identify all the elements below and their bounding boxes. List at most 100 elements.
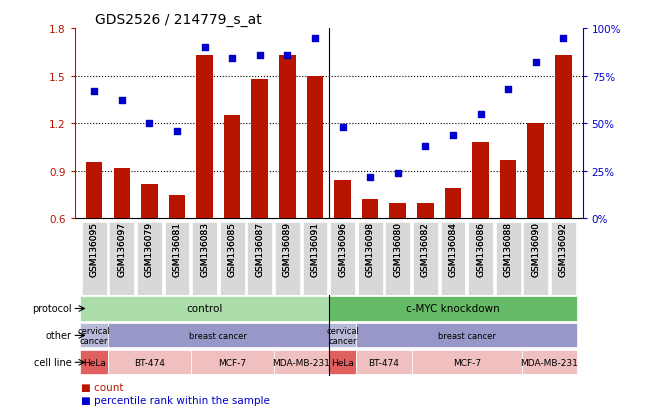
FancyBboxPatch shape [468, 223, 493, 295]
FancyBboxPatch shape [303, 223, 327, 295]
Point [282, 52, 292, 59]
Text: MCF-7: MCF-7 [452, 358, 481, 367]
Text: other: other [46, 330, 72, 341]
Text: GSM136087: GSM136087 [255, 221, 264, 276]
Text: GSM136086: GSM136086 [476, 221, 485, 276]
Text: GSM136084: GSM136084 [449, 221, 458, 276]
FancyBboxPatch shape [109, 223, 134, 295]
FancyBboxPatch shape [273, 350, 329, 375]
FancyBboxPatch shape [356, 323, 577, 348]
Text: GSM136079: GSM136079 [145, 221, 154, 276]
Point [310, 35, 320, 42]
Bar [141, 184, 158, 219]
Text: GSM136087: GSM136087 [255, 221, 264, 276]
Point [199, 45, 210, 51]
FancyBboxPatch shape [80, 297, 329, 321]
FancyBboxPatch shape [108, 323, 329, 348]
Text: GSM136090: GSM136090 [531, 221, 540, 276]
Text: GSM136096: GSM136096 [338, 221, 347, 276]
Text: GSM136080: GSM136080 [393, 221, 402, 276]
Point [420, 143, 430, 150]
FancyBboxPatch shape [330, 223, 355, 295]
Text: protocol: protocol [32, 304, 72, 314]
Text: GSM136095: GSM136095 [90, 221, 99, 276]
Text: cell line: cell line [34, 357, 72, 368]
Text: cervical
cancer: cervical cancer [326, 326, 359, 345]
Text: breast cancer: breast cancer [189, 331, 247, 340]
FancyBboxPatch shape [82, 223, 107, 295]
FancyBboxPatch shape [329, 297, 577, 321]
Bar [113, 169, 130, 219]
Point [531, 60, 541, 66]
FancyBboxPatch shape [220, 223, 245, 295]
Bar [527, 124, 544, 219]
FancyBboxPatch shape [137, 223, 162, 295]
Text: GSM136096: GSM136096 [338, 221, 347, 276]
FancyBboxPatch shape [385, 223, 410, 295]
Bar [417, 204, 434, 219]
FancyBboxPatch shape [358, 223, 383, 295]
Text: GSM136089: GSM136089 [283, 221, 292, 276]
FancyBboxPatch shape [523, 223, 548, 295]
Text: GSM136079: GSM136079 [145, 221, 154, 276]
FancyBboxPatch shape [191, 350, 273, 375]
Point [365, 174, 376, 180]
Bar [307, 76, 324, 219]
Point [117, 98, 127, 104]
FancyBboxPatch shape [192, 223, 217, 295]
Bar [279, 56, 296, 219]
FancyBboxPatch shape [413, 223, 437, 295]
Text: BT-474: BT-474 [368, 358, 399, 367]
Bar [445, 189, 461, 219]
FancyBboxPatch shape [551, 223, 575, 295]
FancyBboxPatch shape [441, 223, 465, 295]
Text: GSM136081: GSM136081 [173, 221, 182, 276]
Point [558, 35, 568, 42]
Text: GSM136098: GSM136098 [366, 221, 374, 276]
FancyBboxPatch shape [247, 223, 272, 295]
Text: GSM136083: GSM136083 [200, 221, 209, 276]
FancyBboxPatch shape [165, 223, 189, 295]
Text: ■ percentile rank within the sample: ■ percentile rank within the sample [81, 395, 270, 405]
FancyBboxPatch shape [329, 350, 356, 375]
Point [503, 86, 514, 93]
Bar [389, 204, 406, 219]
Text: GSM136097: GSM136097 [117, 221, 126, 276]
Bar [169, 196, 186, 219]
FancyBboxPatch shape [495, 223, 521, 295]
Bar [555, 56, 572, 219]
Text: GSM136091: GSM136091 [311, 221, 320, 276]
Text: GSM136085: GSM136085 [228, 221, 237, 276]
Text: c-MYC knockdown: c-MYC knockdown [406, 304, 500, 314]
Bar [362, 200, 378, 219]
Text: GSM136097: GSM136097 [117, 221, 126, 276]
Point [255, 52, 265, 59]
Text: GSM136092: GSM136092 [559, 221, 568, 276]
Text: MDA-MB-231: MDA-MB-231 [272, 358, 330, 367]
FancyBboxPatch shape [411, 350, 522, 375]
Text: GSM136083: GSM136083 [200, 221, 209, 276]
Text: GSM136091: GSM136091 [311, 221, 320, 276]
Bar [472, 143, 489, 219]
Text: GSM136080: GSM136080 [393, 221, 402, 276]
Text: breast cancer: breast cancer [438, 331, 495, 340]
Text: GSM136082: GSM136082 [421, 221, 430, 276]
FancyBboxPatch shape [80, 323, 108, 348]
Bar [224, 116, 240, 219]
Text: GSM136084: GSM136084 [449, 221, 458, 276]
Text: GSM136086: GSM136086 [476, 221, 485, 276]
Text: GSM136098: GSM136098 [366, 221, 374, 276]
Text: GSM136089: GSM136089 [283, 221, 292, 276]
Text: GSM136095: GSM136095 [90, 221, 99, 276]
Point [89, 88, 100, 95]
Bar [86, 163, 102, 219]
Point [172, 128, 182, 135]
Point [144, 121, 154, 127]
Bar [500, 160, 516, 219]
Text: control: control [186, 304, 223, 314]
Point [393, 170, 403, 177]
Text: GSM136088: GSM136088 [504, 221, 512, 276]
Text: HeLa: HeLa [83, 358, 105, 367]
Text: GSM136088: GSM136088 [504, 221, 512, 276]
Bar [251, 80, 268, 219]
